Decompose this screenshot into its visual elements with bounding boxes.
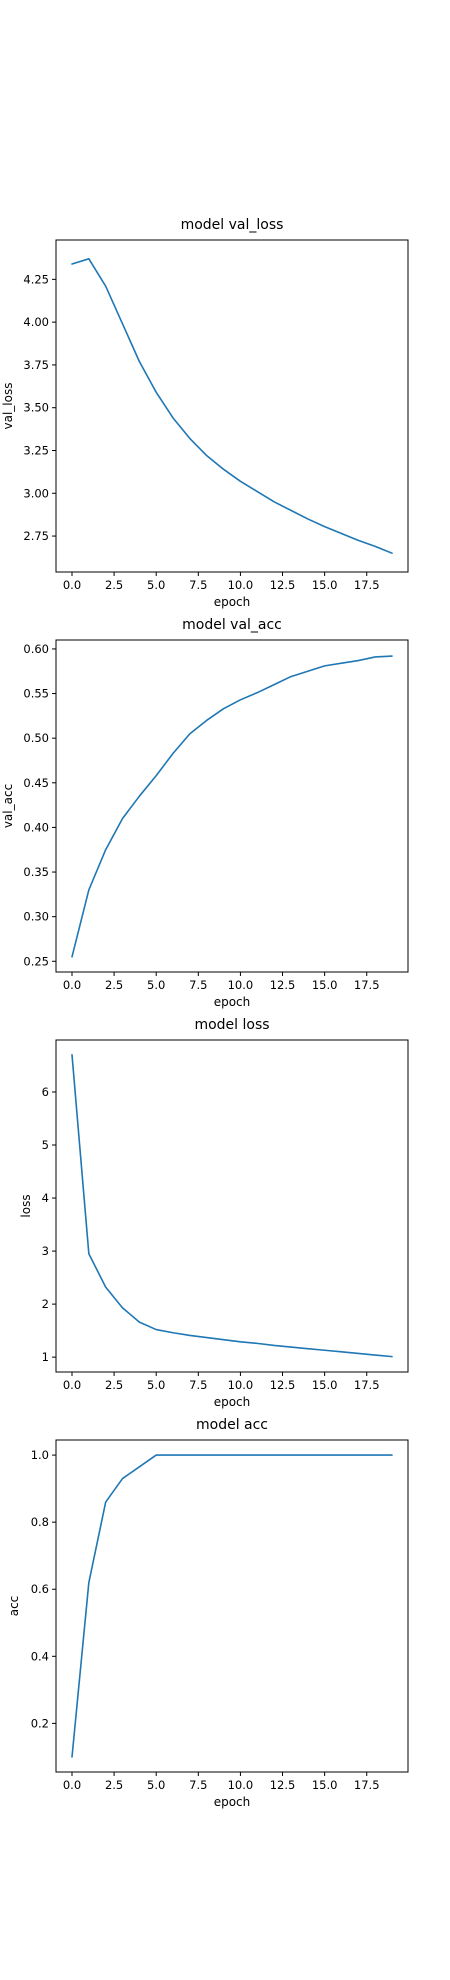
chart-title: model val_acc [182,617,282,633]
x-tick-label: 15.0 [312,578,338,592]
series-group [71,655,393,958]
y-tick-label: 0.4 [31,1649,49,1663]
x-tick-label: 2.5 [105,1778,123,1792]
x-tick-label: 12.5 [270,1378,296,1392]
y-tick-label: 1 [42,1350,49,1364]
x-tick-label: 0.0 [63,1378,81,1392]
y-tick-label: 3.25 [23,443,49,457]
x-tick-label: 17.5 [354,1778,380,1792]
y-tick-label: 2 [42,1297,49,1311]
x-tick-label: 12.5 [270,1778,296,1792]
x-axis-label: epoch [214,1795,251,1809]
x-axis-label: epoch [214,595,251,609]
x-tick-label: 7.5 [189,578,207,592]
x-tick-label: 2.5 [105,578,123,592]
series-line [71,258,393,554]
y-tick-label: 3 [42,1244,49,1258]
x-tick-label: 17.5 [354,1378,380,1392]
x-tick-label: 17.5 [354,978,380,992]
y-tick-label: 1.0 [31,1448,49,1462]
x-tick-label: 12.5 [270,578,296,592]
x-tick-label: 0.0 [63,1778,81,1792]
series-group [71,1054,393,1358]
y-tick-label: 4.00 [23,315,49,329]
x-tick-label: 2.5 [105,978,123,992]
y-tick-label: 0.25 [23,954,49,968]
y-axis-label: loss [19,1194,33,1217]
x-tick-label: 7.5 [189,1378,207,1392]
y-ticks: 2.75 3.00 3.25 3.50 3.75 4.00 4.25 [23,272,56,543]
x-axis-label: epoch [214,1395,251,1409]
x-tick-label: 15.0 [312,978,338,992]
y-tick-label: 0.60 [23,642,49,656]
x-tick-label: 2.5 [105,1378,123,1392]
series-line [71,1054,393,1358]
y-axis-label: val_acc [1,784,15,828]
x-axis-label: epoch [214,995,251,1009]
y-tick-label: 0.30 [23,910,49,924]
chart-acc: model acc epoch acc 0.0 2.5 5.0 7.5 10.0 12.5… [7,1417,409,1809]
y-ticks: 0.2 0.4 0.6 0.8 1.0 [31,1448,56,1730]
chart-title: model loss [194,1017,269,1033]
y-tick-label: 0.55 [23,687,49,701]
x-tick-label: 10.0 [228,1778,254,1792]
x-tick-label: 17.5 [354,578,380,592]
series-group [71,258,393,554]
x-tick-label: 10.0 [228,978,254,992]
x-tick-label: 7.5 [189,1778,207,1792]
x-tick-label: 5.0 [147,978,165,992]
y-tick-label: 3.00 [23,486,49,500]
plot-area [55,1439,409,1773]
x-tick-label: 5.0 [147,1378,165,1392]
x-tick-label: 0.0 [63,978,81,992]
chart-title: model acc [196,1417,268,1433]
y-axis-label: acc [7,1596,21,1617]
y-ticks: 1 2 3 4 5 6 [42,1085,56,1364]
x-tick-label: 15.0 [312,1778,338,1792]
y-tick-label: 5 [42,1138,49,1152]
x-tick-label: 0.0 [63,578,81,592]
chart-val-loss: model val_loss epoch val_loss 0.0 2.5 5.0 7… [1,217,409,609]
x-tick-label: 5.0 [147,1778,165,1792]
series-group [71,1454,393,1758]
x-tick-label: 10.0 [228,578,254,592]
y-tick-label: 3.50 [23,401,49,415]
series-line [71,1454,393,1758]
plot-area [55,1039,409,1373]
x-tick-label: 10.0 [228,1378,254,1392]
chart-title: model val_loss [181,217,284,233]
chart-val-acc: model val_acc epoch val_acc 0.0 2.5 5.0 7.5… [1,617,409,1009]
y-tick-label: 0.8 [31,1515,49,1529]
y-tick-label: 0.45 [23,776,49,790]
y-tick-label: 6 [42,1085,49,1099]
plot-area [55,239,409,573]
y-tick-label: 3.75 [23,358,49,372]
chart-loss: model loss epoch loss 0.0 2.5 5.0 7.5 10.0 12… [19,1017,409,1409]
x-ticks: 0.0 2.5 5.0 7.5 10.0 12.5 15.0 17.5 [63,572,380,592]
x-ticks: 0.0 2.5 5.0 7.5 10.0 12.5 15.0 17.5 [63,972,380,992]
x-tick-label: 15.0 [312,1378,338,1392]
y-tick-label: 0.40 [23,820,49,834]
plot-area [55,639,409,973]
x-ticks: 0.0 2.5 5.0 7.5 10.0 12.5 15.0 17.5 [63,1372,380,1392]
y-tick-label: 0.2 [31,1716,49,1730]
x-tick-label: 7.5 [189,978,207,992]
y-tick-label: 0.50 [23,731,49,745]
y-axis-label: val_loss [1,383,15,430]
x-tick-label: 12.5 [270,978,296,992]
x-ticks: 0.0 2.5 5.0 7.5 10.0 12.5 15.0 17.5 [63,1772,380,1792]
y-tick-label: 0.35 [23,865,49,879]
y-tick-label: 2.75 [23,529,49,543]
y-tick-label: 4.25 [23,272,49,286]
y-tick-label: 0.6 [31,1582,49,1596]
x-tick-label: 5.0 [147,578,165,592]
y-ticks: 0.25 0.30 0.35 0.40 0.45 0.50 0.55 0.60 [23,642,56,968]
series-line [71,655,393,958]
y-tick-label: 4 [42,1191,49,1205]
